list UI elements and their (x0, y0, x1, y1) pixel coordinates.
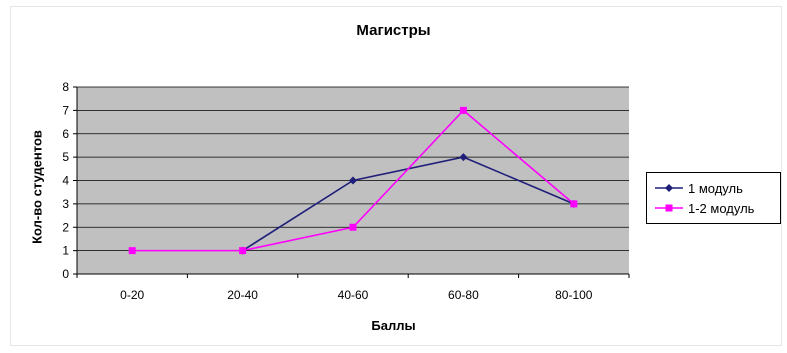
y-tick-label: 8 (62, 80, 69, 94)
x-tick-labels: 0-20 20-40 40-60 60-80 80-100 (120, 288, 593, 302)
y-tick-label: 0 (62, 267, 69, 281)
legend-label-series-1: 1 модуль (688, 180, 743, 196)
x-tick-label: 60-80 (448, 288, 479, 302)
chart-area (10, 6, 782, 346)
y-tick-label: 5 (62, 150, 69, 164)
y-tick-label: 2 (62, 220, 69, 234)
legend: 1 модуль 1-2 модуль (646, 172, 781, 224)
y-tick-label: 3 (62, 197, 69, 211)
legend-item-series-2: 1-2 модуль (653, 199, 754, 217)
data-point-series-2 (459, 106, 467, 114)
data-point-series-2 (128, 247, 136, 255)
data-point-series-2 (570, 200, 578, 208)
data-point-series-2 (349, 223, 357, 231)
data-point-series-1 (349, 176, 357, 185)
x-tick-label: 0-20 (120, 288, 144, 302)
legend-label-series-2: 1-2 модуль (688, 200, 755, 216)
y-tick-label: 7 (62, 103, 69, 117)
x-tick-label: 80-100 (555, 288, 593, 302)
chart-title: Магистры (356, 22, 431, 39)
series-markers (128, 106, 578, 255)
axes (76, 87, 630, 278)
legend-swatch-series-2 (655, 204, 683, 212)
y-tick-label: 1 (62, 244, 69, 258)
y-axis-label: Кол-во студентов (29, 130, 45, 244)
legend-item-series-1: 1 модуль (653, 179, 743, 197)
x-tick-label: 20-40 (227, 288, 258, 302)
y-tick-label: 4 (62, 174, 69, 188)
legend-swatch-series-1 (655, 184, 683, 192)
y-tick-labels: 0 1 2 3 4 5 6 7 8 (62, 80, 69, 281)
x-tick-label: 40-60 (338, 288, 369, 302)
y-tick-label: 6 (62, 127, 69, 141)
data-point-series-1 (459, 153, 468, 162)
data-point-series-2 (239, 247, 247, 255)
x-axis-label: Баллы (371, 318, 416, 333)
